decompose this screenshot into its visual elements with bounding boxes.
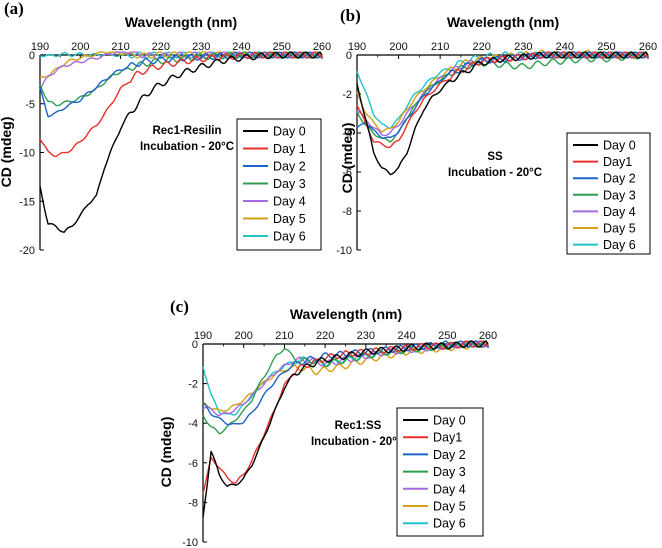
legend-label: Day 1 [273,142,306,156]
y-tick-label: 0 [346,50,352,62]
x-axis-title: Wavelength (nm) [290,306,402,322]
y-tick-label: -4 [342,128,352,140]
x-tick-label: 220 [473,41,491,53]
x-axis-title: Wavelength (nm) [447,14,559,30]
x-tick-label: 190 [31,41,49,53]
legend-label: Day 3 [603,188,636,202]
annotation-text: Incubation - 20°C [140,141,234,153]
series-line-day0 [39,51,323,233]
series-line-day5 [202,341,489,412]
panel-label: (c) [170,297,189,316]
annotation-text: Rec1-Resilin [152,125,221,137]
legend-label: Day 4 [433,482,466,496]
y-tick-label: -10 [182,537,198,548]
annotation-text: SS [487,151,503,163]
annotation-text: Incubation - 20°C [311,436,405,448]
series-line-day4 [39,51,323,91]
x-tick-label: 240 [397,330,415,342]
x-tick-label: 210 [431,41,449,53]
series-line-day2 [39,51,323,118]
legend-label: Day 4 [273,195,306,209]
x-tick-label: 250 [273,41,291,53]
chart-panel-b: (b) Wavelength (nm) CD (mdeg) 190 200 210 220 2… [336,6,657,257]
y-tick-label: -10 [19,148,35,160]
x-tick-label: 190 [194,330,212,342]
x-tick-label: 220 [316,330,334,342]
x-tick-label: 200 [71,41,89,53]
x-tick-label: 220 [152,41,170,53]
y-tick-label: -8 [342,206,352,218]
x-tick-label: 200 [235,330,253,342]
series-line-day1 [39,51,323,158]
x-tick-label: 260 [639,41,657,53]
series-line-day5 [356,49,649,133]
series-line-day0 [202,340,489,518]
x-tick-label: 230 [192,41,210,53]
legend-label: Day 6 [273,230,306,244]
x-tick-label: 240 [232,41,250,53]
x-axis-title: Wavelength (nm) [125,14,237,30]
y-tick-label: -4 [188,418,198,430]
x-tick-label: 210 [275,330,293,342]
panel-label: (b) [340,6,361,25]
x-tick-label: 260 [313,41,331,53]
y-tick-label: -10 [336,245,352,257]
series-line-day1 [356,51,649,149]
legend-label: Day 0 [273,125,306,139]
legend-label: Day1 [603,155,632,169]
series-line-day1 [202,340,489,495]
x-tick-label: 230 [357,330,375,342]
y-tick-label: -6 [188,458,198,470]
series-line-day6 [202,340,489,416]
legend-label: Day 6 [433,517,466,531]
annotation-text: Rec1:SS [335,420,382,432]
chart-panel-a: (a) Wavelength (nm) CD (mdeg) 190 200 210 220 2… [0,0,331,257]
y-tick-label: -15 [19,196,35,208]
y-tick-label: -2 [342,89,352,101]
legend: Day 0 Day 1 Day 2 Day 3 Day 4 Day 5 Day 6 [236,118,322,251]
legend-label: Day 5 [433,500,466,514]
legend: Day 0 Day1 Day 2 Day 3 Day 4 Day 5 Day 6 [566,132,651,255]
legend-label: Day 4 [603,205,636,219]
series-line-day4 [202,340,489,417]
legend-label: Day 0 [603,139,636,153]
legend: Day 0 Day1 Day 2 Day 3 Day 4 Day 5 Day 6 [396,407,484,537]
series-line-day0 [356,51,649,176]
x-tick-label: 230 [514,41,532,53]
y-tick-label: -8 [188,497,198,509]
legend-box [566,132,651,255]
legend-label: Day1 [433,431,462,445]
y-tick-label: -6 [342,167,352,179]
y-tick-label: -2 [188,379,198,391]
x-tick-label: 190 [348,41,366,53]
x-tick-label: 240 [556,41,574,53]
legend-label: Day 2 [433,448,466,462]
legend-label: Day 3 [433,465,466,479]
y-tick-label: -20 [19,245,35,257]
legend-label: Day 5 [273,212,306,226]
x-tick-label: 210 [111,41,129,53]
chart-panel-c: (c) Wavelength (nm) CD (mdeg) 190 200 210 220 2… [158,297,497,548]
legend-label: Day 5 [603,222,636,236]
y-tick-label: 0 [29,50,35,62]
x-tick-label: 250 [597,41,615,53]
legend-label: Day 2 [603,172,636,186]
y-axis-title: CD (mdeg) [158,417,174,488]
x-tick-label: 260 [479,330,497,342]
y-tick-label: 0 [192,339,198,351]
legend-label: Day 3 [273,177,306,191]
x-tick-label: 250 [438,330,456,342]
x-tick-label: 200 [389,41,407,53]
annotation-text: Incubation - 20°C [448,167,542,179]
legend-label: Day 6 [603,238,636,252]
y-axis-title: CD (mdeg) [0,117,14,188]
series-line-day5 [39,51,323,78]
y-tick-label: -5 [25,99,35,111]
panel-label: (a) [4,0,24,18]
legend-label: Day 2 [273,160,306,174]
y-axis-title: CD (mdeg) [339,123,355,194]
legend-label: Day 0 [433,414,466,428]
